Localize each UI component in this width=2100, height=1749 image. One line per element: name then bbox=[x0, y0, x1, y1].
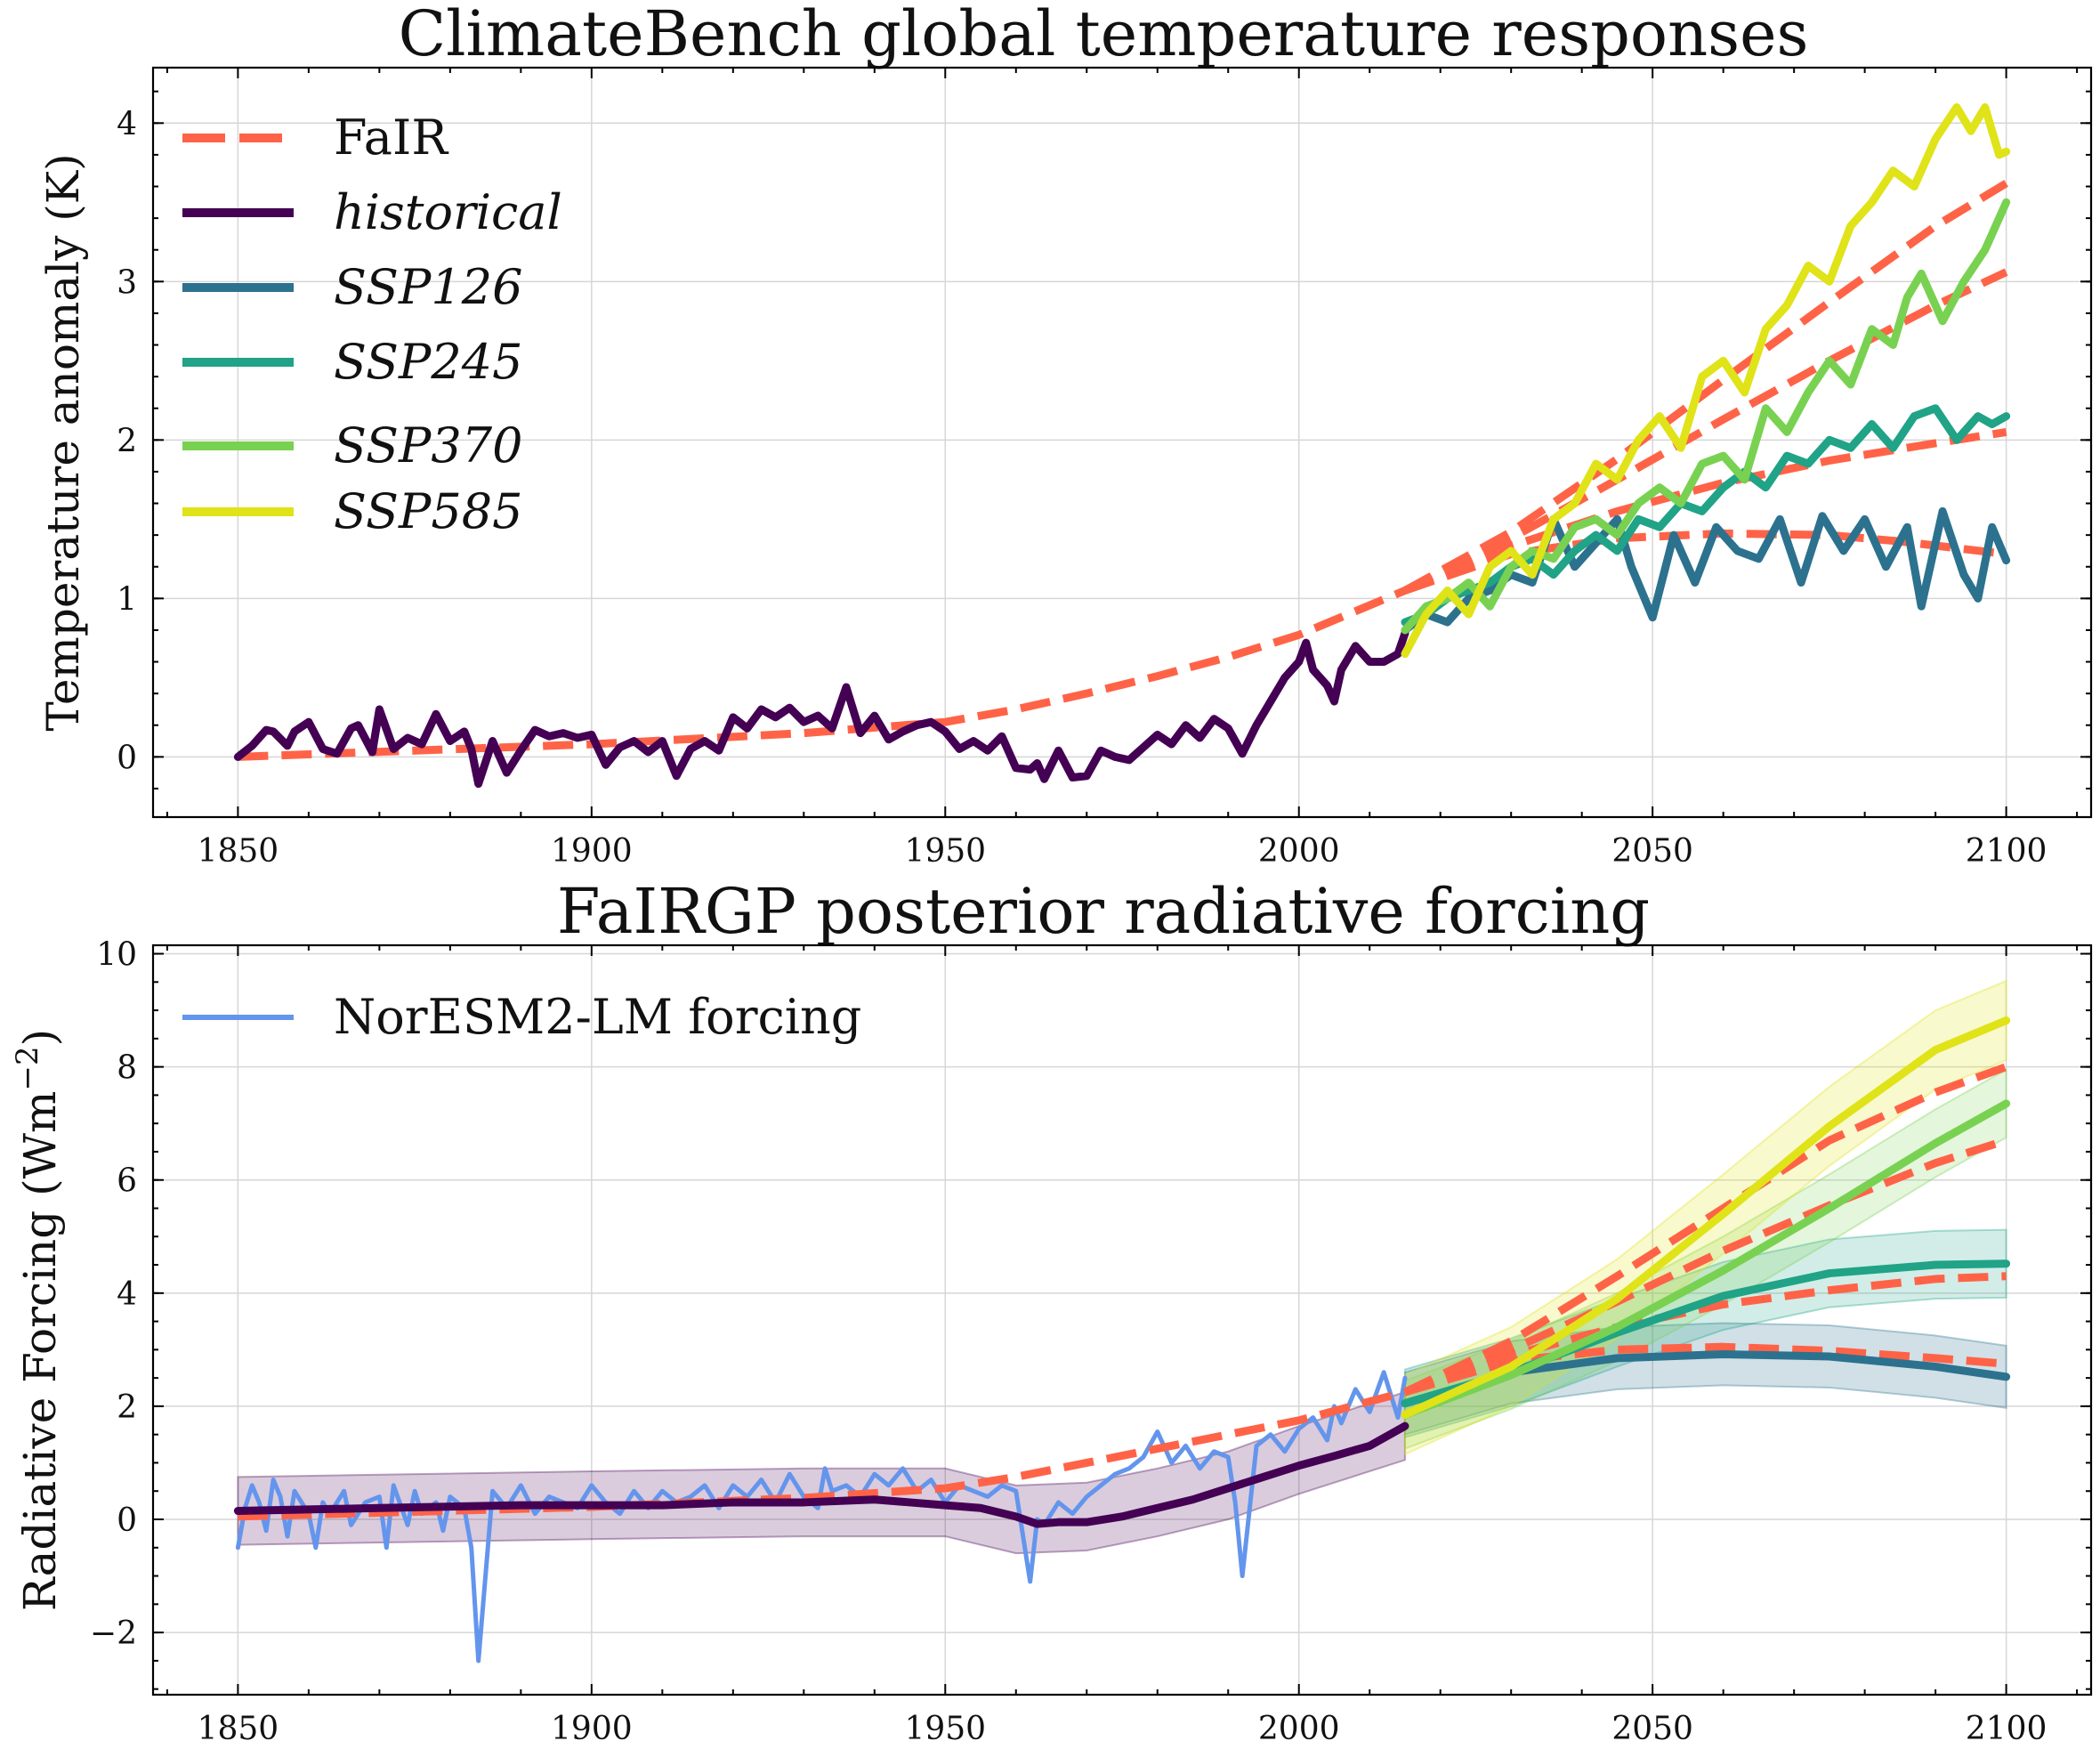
y-tick-label: 2 bbox=[117, 423, 137, 459]
temperature-y-axis-label: Temperature anomaly (K) bbox=[37, 153, 89, 731]
band-hist-uncertainty-band bbox=[237, 1390, 1406, 1555]
x-tick-label: 2050 bbox=[1611, 833, 1693, 870]
forcing-y-axis-label-sup: −2 bbox=[10, 1046, 45, 1090]
x-tick-label: 1850 bbox=[198, 1711, 279, 1745]
temperature-axes-frame bbox=[151, 66, 2093, 819]
ssp585-line bbox=[1401, 1016, 2011, 1419]
forcing-legend: NorESM2-LM forcing bbox=[182, 989, 861, 1045]
legend-label: SSP370 bbox=[334, 417, 522, 474]
x-tick-label: 2050 bbox=[1611, 1711, 1693, 1745]
temperature-panel: ClimateBench global temperature response… bbox=[37, 0, 2093, 870]
fair-ssp245-line bbox=[1403, 427, 2007, 595]
y-tick-label: 10 bbox=[96, 937, 137, 974]
x-tick-label: 1850 bbox=[198, 833, 279, 870]
forcing-y-axis-label-close: ) bbox=[14, 1029, 66, 1047]
historical-line bbox=[233, 1421, 1409, 1528]
x-tick-label: 1950 bbox=[904, 1711, 986, 1745]
legend-label: NorESM2-LM forcing bbox=[334, 989, 861, 1045]
fair-ssp370-line bbox=[1402, 268, 2008, 595]
y-tick-label: −2 bbox=[90, 1615, 137, 1652]
forcing-y-axis-label-main: Radiative Forcing (Wm bbox=[14, 1091, 66, 1612]
fair-hist-line bbox=[238, 587, 1407, 761]
x-tick-label: 1950 bbox=[904, 833, 986, 870]
legend-label: SSP585 bbox=[334, 483, 522, 539]
y-tick-label: 4 bbox=[117, 106, 137, 142]
temperature-ticks: 1850 1900 1950 2000 2050 2100 0 1 2 3 4 bbox=[117, 68, 2091, 870]
ssp585-line bbox=[1401, 103, 2011, 659]
temperature-legend: FaIR historical SSP126 SSP245 SSP370 SSP585 bbox=[182, 109, 562, 539]
forcing-y-axis-label: Radiative Forcing (Wm−2) bbox=[10, 1029, 66, 1611]
y-tick-label: 3 bbox=[117, 264, 137, 301]
x-tick-label: 2000 bbox=[1258, 1711, 1340, 1745]
forcing-panel: FaIRGP posterior radiative forcing 1850 1… bbox=[10, 875, 2093, 1747]
ssp126-line bbox=[1401, 506, 2011, 635]
y-tick-label: 2 bbox=[117, 1389, 137, 1426]
y-tick-label: 0 bbox=[117, 740, 137, 776]
y-tick-label: 0 bbox=[117, 1502, 137, 1539]
ssp370-line bbox=[1401, 1099, 2011, 1419]
legend-label: SSP126 bbox=[334, 259, 522, 315]
historical-line bbox=[233, 629, 1409, 789]
y-tick-label: 6 bbox=[117, 1163, 137, 1200]
forcing-grid bbox=[153, 945, 2091, 1695]
ssp370-line bbox=[1401, 198, 2011, 635]
temperature-chart-title: ClimateBench global temperature response… bbox=[399, 0, 1809, 70]
forcing-ticks: 1850 1900 1950 2000 2050 2100 −2 0 2 4 6 8 10 bbox=[90, 937, 2091, 1747]
y-tick-label: 4 bbox=[117, 1276, 137, 1313]
x-tick-label: 1900 bbox=[551, 1711, 633, 1745]
forcing-series bbox=[233, 1016, 2011, 1664]
legend-label: historical bbox=[334, 184, 562, 240]
x-tick-label: 2100 bbox=[1966, 1711, 2048, 1745]
y-tick-label: 8 bbox=[117, 1050, 137, 1087]
temperature-series bbox=[233, 103, 2011, 789]
y-tick-label: 1 bbox=[117, 581, 137, 618]
fair-ssp126-line bbox=[1403, 1342, 2007, 1397]
fair-ssp370-line bbox=[1403, 1136, 2007, 1397]
forcing-chart-title: FaIRGP posterior radiative forcing bbox=[557, 875, 1650, 948]
fair-ssp585-line bbox=[1402, 180, 2008, 595]
forcing-axes-frame bbox=[151, 943, 2093, 1696]
x-tick-label: 2100 bbox=[1966, 833, 2048, 870]
x-tick-label: 2000 bbox=[1258, 833, 1340, 870]
fair-ssp245-line bbox=[1403, 1272, 2007, 1397]
legend-label: FaIR bbox=[334, 109, 448, 166]
fair-ssp585-line bbox=[1403, 1063, 2008, 1397]
x-tick-label: 1900 bbox=[551, 833, 633, 870]
legend-label: SSP245 bbox=[334, 334, 522, 390]
